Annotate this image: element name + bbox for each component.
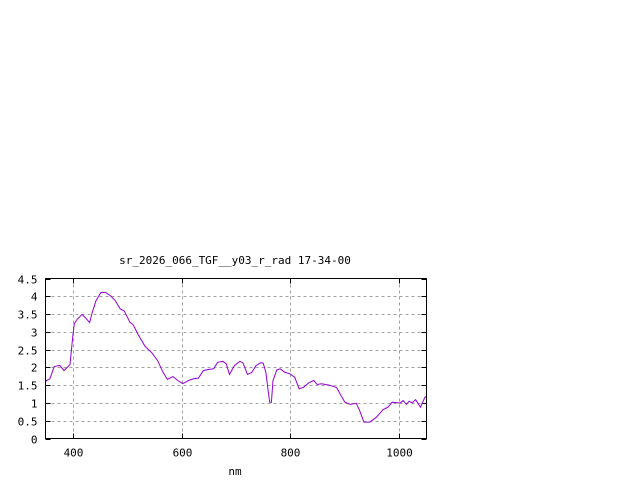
y-tick-label: 3.5 — [18, 309, 38, 322]
x-tick-label: 600 — [173, 447, 193, 460]
x-axis-label: nm — [228, 465, 242, 478]
ticks: 0 0.5 1 1.5 2 2.5 3 3.5 4 4.5 400 600 800 1000 — [18, 274, 427, 460]
x-tick-label: 400 — [64, 447, 84, 460]
x-tick-label: 800 — [281, 447, 301, 460]
y-tick-label: 0 — [31, 434, 38, 447]
x-tick-label: 1000 — [386, 447, 413, 460]
y-tick-label: 3 — [31, 327, 38, 340]
chart-title: sr_2026_066_TGF__y03_r_rad 17-34-00 — [119, 254, 351, 267]
plot-frame — [45, 278, 427, 439]
y-tick-label: 2 — [31, 362, 38, 375]
grid — [45, 278, 427, 439]
y-tick-label: 1.5 — [18, 380, 38, 393]
y-tick-label: 0.5 — [18, 416, 38, 429]
series-line — [45, 291, 427, 423]
y-tick-label: 1 — [31, 398, 38, 411]
y-tick-label: 4 — [31, 291, 38, 304]
y-tick-label: 2.5 — [18, 345, 38, 358]
y-tick-label: 4.5 — [18, 274, 38, 287]
